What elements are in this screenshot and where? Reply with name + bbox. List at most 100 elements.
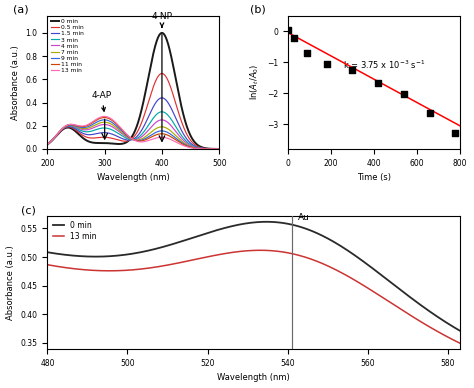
0.5 min: [200, 146, 205, 150]
9 min: [93, 120, 99, 125]
1.5 min: [99, 130, 105, 135]
0 min: [243, 221, 248, 226]
Line: 0.5 min: 0.5 min: [47, 73, 219, 149]
3 min: [45, 142, 50, 147]
0 min: [159, 31, 165, 35]
9 min: [99, 118, 105, 123]
9 min: [216, 147, 222, 151]
11 min: [45, 142, 50, 147]
0.5 min: [87, 135, 92, 140]
1.5 min: [179, 128, 184, 132]
1.5 min: [93, 132, 99, 136]
Legend: 0 min, 13 min: 0 min, 13 min: [51, 220, 98, 242]
3 min: [179, 133, 184, 138]
7 min: [93, 122, 99, 127]
Point: [426, 109, 434, 116]
13 min: [240, 249, 246, 253]
4 min: [99, 122, 105, 127]
X-axis label: Wavelength (nm): Wavelength (nm): [97, 173, 170, 182]
X-axis label: Wavelength (nm): Wavelength (nm): [217, 374, 290, 383]
11 min: [200, 146, 205, 151]
Legend: 0 min, 0.5 min, 1.5 min, 3 min, 4 min, 7 min, 9 min, 11 min, 13 min: 0 min, 0.5 min, 1.5 min, 3 min, 4 min, 7…: [50, 19, 84, 73]
9 min: [101, 118, 107, 122]
Text: Au: Au: [298, 213, 310, 222]
13 min: [448, 336, 454, 341]
9 min: [45, 142, 50, 147]
7 min: [87, 125, 92, 130]
Text: k = 3.75 x 10$^{-3}$ s$^{-1}$: k = 3.75 x 10$^{-3}$ s$^{-1}$: [343, 59, 425, 71]
3 min: [200, 146, 205, 151]
1.5 min: [157, 96, 163, 100]
Text: (b): (b): [250, 5, 266, 15]
13 min: [268, 248, 274, 253]
3 min: [99, 126, 105, 130]
Point: [452, 130, 459, 136]
13 min: [158, 135, 164, 140]
1.5 min: [216, 147, 222, 151]
0.5 min: [159, 71, 165, 76]
13 min: [200, 147, 205, 151]
4 min: [216, 147, 222, 151]
0 min: [268, 220, 274, 224]
0 min: [99, 141, 105, 146]
11 min: [93, 118, 99, 123]
X-axis label: Time (s): Time (s): [357, 173, 391, 182]
7 min: [200, 146, 205, 151]
Line: 7 min: 7 min: [47, 122, 219, 149]
1.5 min: [200, 146, 205, 151]
7 min: [216, 147, 222, 151]
Point: [303, 50, 311, 56]
4 min: [179, 136, 184, 140]
11 min: [87, 122, 92, 127]
Line: 0 min: 0 min: [47, 222, 460, 331]
9 min: [87, 124, 92, 128]
1.5 min: [45, 142, 50, 147]
9 min: [200, 146, 205, 151]
0 min: [457, 328, 463, 333]
Text: 4-AP: 4-AP: [92, 91, 112, 111]
7 min: [179, 139, 184, 143]
1.5 min: [159, 95, 165, 100]
0 min: [93, 140, 99, 145]
11 min: [99, 116, 105, 120]
13 min: [291, 252, 297, 256]
4 min: [93, 124, 99, 129]
Line: 9 min: 9 min: [47, 120, 219, 149]
7 min: [158, 125, 164, 129]
Line: 13 min: 13 min: [47, 250, 460, 343]
11 min: [158, 132, 164, 136]
13 min: [45, 142, 50, 147]
0 min: [383, 277, 389, 281]
4 min: [45, 142, 50, 147]
0.5 min: [99, 135, 105, 140]
0.5 min: [45, 142, 50, 147]
0.5 min: [157, 72, 163, 76]
0.5 min: [179, 119, 184, 123]
Point: [284, 27, 292, 33]
0 min: [216, 147, 222, 151]
13 min: [45, 262, 50, 267]
Text: (c): (c): [20, 205, 36, 215]
1.5 min: [87, 132, 92, 137]
Line: 11 min: 11 min: [47, 118, 219, 149]
Point: [291, 35, 298, 41]
0.5 min: [216, 147, 222, 151]
0 min: [291, 223, 297, 227]
Line: 1.5 min: 1.5 min: [47, 98, 219, 149]
0 min: [45, 250, 50, 255]
0 min: [45, 142, 50, 147]
3 min: [216, 147, 222, 151]
13 min: [179, 142, 184, 147]
3 min: [157, 110, 163, 114]
13 min: [258, 248, 264, 253]
0 min: [157, 31, 163, 36]
0 min: [240, 222, 246, 226]
Point: [323, 61, 330, 68]
Y-axis label: $\ln(A_t/A_0)$: $\ln(A_t/A_0)$: [249, 64, 262, 100]
13 min: [383, 298, 389, 302]
11 min: [101, 115, 107, 120]
7 min: [99, 120, 105, 125]
7 min: [45, 142, 50, 147]
0.5 min: [93, 135, 99, 140]
7 min: [101, 120, 107, 125]
